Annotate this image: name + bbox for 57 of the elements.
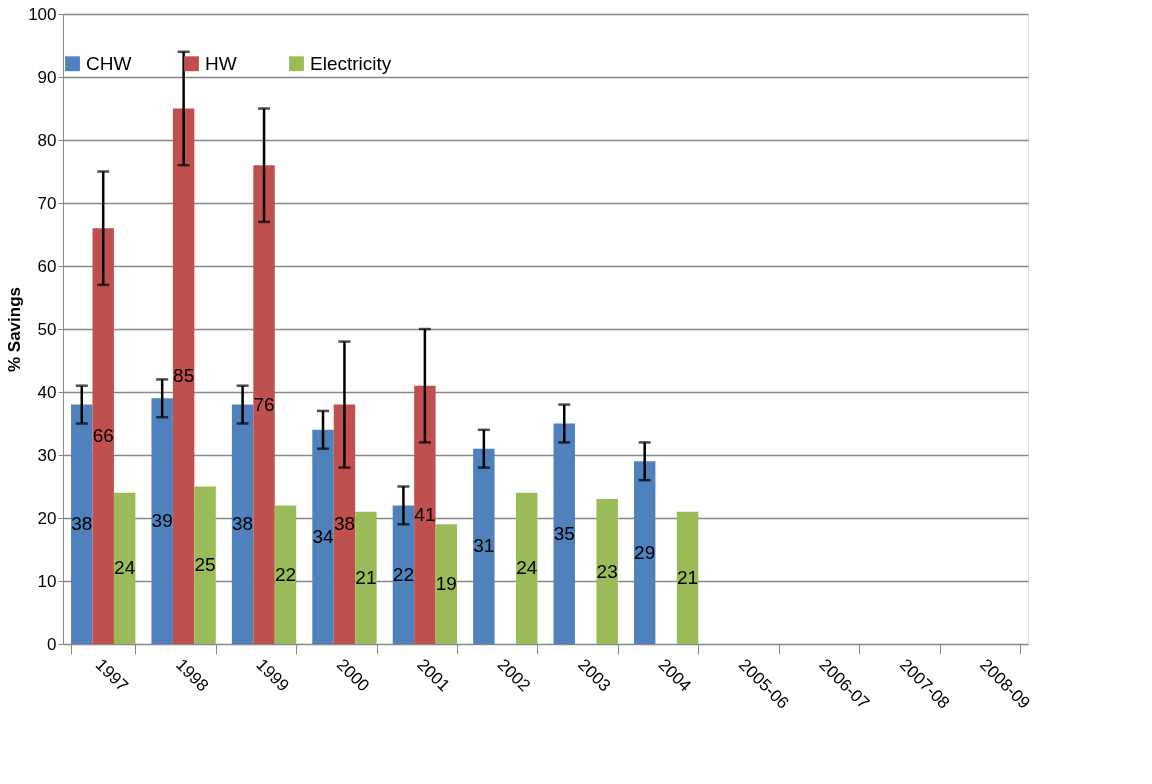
y-tick-label: 90 bbox=[37, 67, 57, 87]
data-label: 25 bbox=[194, 554, 216, 576]
bar bbox=[414, 385, 436, 644]
data-label: 85 bbox=[173, 365, 195, 387]
bar bbox=[194, 486, 216, 644]
bar bbox=[172, 108, 195, 644]
data-label: 23 bbox=[596, 560, 618, 582]
legend-label: HW bbox=[205, 52, 237, 74]
y-axis-title: % Savings bbox=[5, 286, 25, 373]
y-tick-label: 80 bbox=[37, 130, 57, 150]
y-tick-label: 30 bbox=[37, 445, 57, 465]
y-tick-label: 60 bbox=[37, 256, 57, 276]
data-label: 38 bbox=[232, 513, 254, 535]
bar bbox=[253, 165, 275, 644]
bar bbox=[633, 461, 656, 644]
y-tick-label: 0 bbox=[47, 634, 57, 654]
legend-label: CHW bbox=[86, 52, 132, 74]
data-label: 41 bbox=[414, 503, 436, 525]
bar bbox=[516, 492, 538, 644]
data-label: 35 bbox=[553, 522, 575, 544]
data-label: 22 bbox=[274, 563, 297, 585]
bar bbox=[435, 524, 458, 644]
bar bbox=[333, 404, 356, 644]
y-tick-label: 100 bbox=[28, 4, 57, 24]
bar bbox=[355, 511, 377, 644]
y-tick-label: 40 bbox=[37, 382, 57, 402]
legend-label: Electricity bbox=[310, 52, 392, 74]
bar bbox=[473, 448, 495, 644]
y-tick-label: 50 bbox=[37, 319, 57, 339]
bar bbox=[312, 429, 334, 644]
data-label: 21 bbox=[677, 566, 699, 588]
bar bbox=[596, 499, 618, 644]
bar bbox=[676, 511, 699, 644]
data-label: 19 bbox=[435, 573, 457, 595]
data-label: 38 bbox=[333, 513, 356, 535]
y-tick-label: 70 bbox=[37, 193, 57, 213]
y-tick-label: 20 bbox=[37, 508, 57, 528]
data-label: 22 bbox=[392, 563, 414, 585]
data-label: 76 bbox=[253, 393, 275, 415]
data-label: 29 bbox=[634, 541, 656, 563]
bar bbox=[92, 228, 114, 644]
data-label: 66 bbox=[92, 425, 114, 447]
data-label: 24 bbox=[516, 557, 538, 579]
bar bbox=[113, 492, 136, 644]
data-label: 39 bbox=[151, 510, 173, 532]
y-tick-label: 10 bbox=[37, 571, 57, 591]
data-label: 34 bbox=[312, 525, 335, 547]
bar bbox=[392, 505, 415, 644]
bar bbox=[151, 398, 173, 644]
data-label: 24 bbox=[114, 557, 136, 579]
bar bbox=[71, 404, 93, 644]
data-label: 31 bbox=[473, 535, 495, 557]
data-label: 38 bbox=[71, 513, 93, 535]
bar bbox=[231, 404, 254, 644]
bar bbox=[274, 505, 297, 644]
bar bbox=[553, 423, 575, 644]
data-label: 21 bbox=[355, 566, 377, 588]
